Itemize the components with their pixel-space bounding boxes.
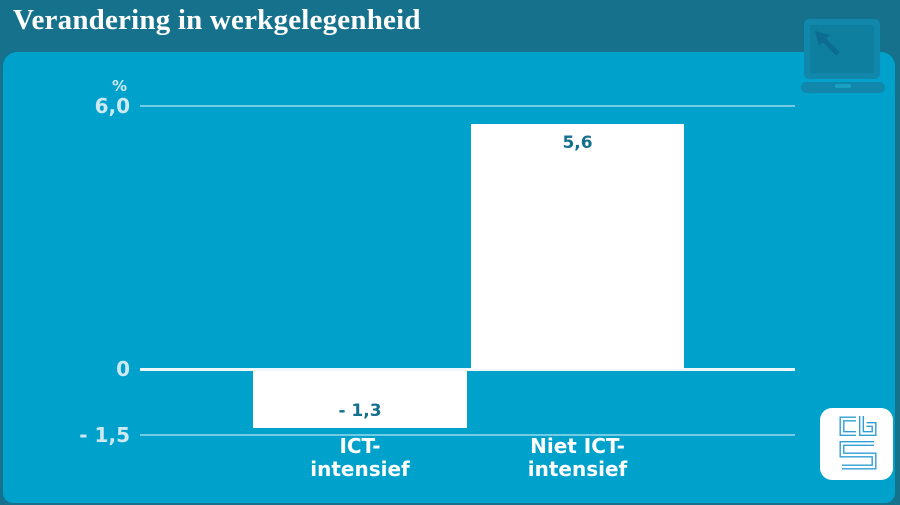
y-tick-label: - 1,5 xyxy=(79,422,130,447)
chart-bar: - 1,3 xyxy=(253,371,467,428)
chart-bar: 5,6 xyxy=(471,123,684,369)
y-axis-unit-label: % xyxy=(111,77,127,95)
cbs-logo-badge xyxy=(820,408,893,480)
category-label-ict-intensief: ICT- intensief xyxy=(253,435,467,481)
cbs-logo-icon xyxy=(839,416,877,470)
chart-area: % ICT- intensief Niet ICT- intensief 6,0… xyxy=(3,52,895,503)
page-title: Verandering in werkgelegenheid xyxy=(13,4,421,36)
category-line: intensief xyxy=(310,457,410,481)
category-line: ICT- xyxy=(339,434,381,458)
gridline xyxy=(140,105,795,108)
category-label-niet-ict-intensief: Niet ICT- intensief xyxy=(471,435,684,481)
y-tick-label: 0 xyxy=(116,357,130,381)
gridline xyxy=(140,433,795,436)
laptop-with-arrow-icon xyxy=(797,14,889,98)
category-line: Niet ICT- xyxy=(530,434,625,458)
y-tick-label: 6,0 xyxy=(94,94,130,119)
bar-value-label: 5,6 xyxy=(562,132,593,153)
category-line: intensief xyxy=(527,457,628,481)
header-band: Verandering in werkgelegenheid xyxy=(0,0,900,49)
bar-value-label: - 1,3 xyxy=(338,400,382,421)
zero-axis-line xyxy=(140,367,795,371)
chart-card: % ICT- intensief Niet ICT- intensief 6,0… xyxy=(3,52,895,503)
